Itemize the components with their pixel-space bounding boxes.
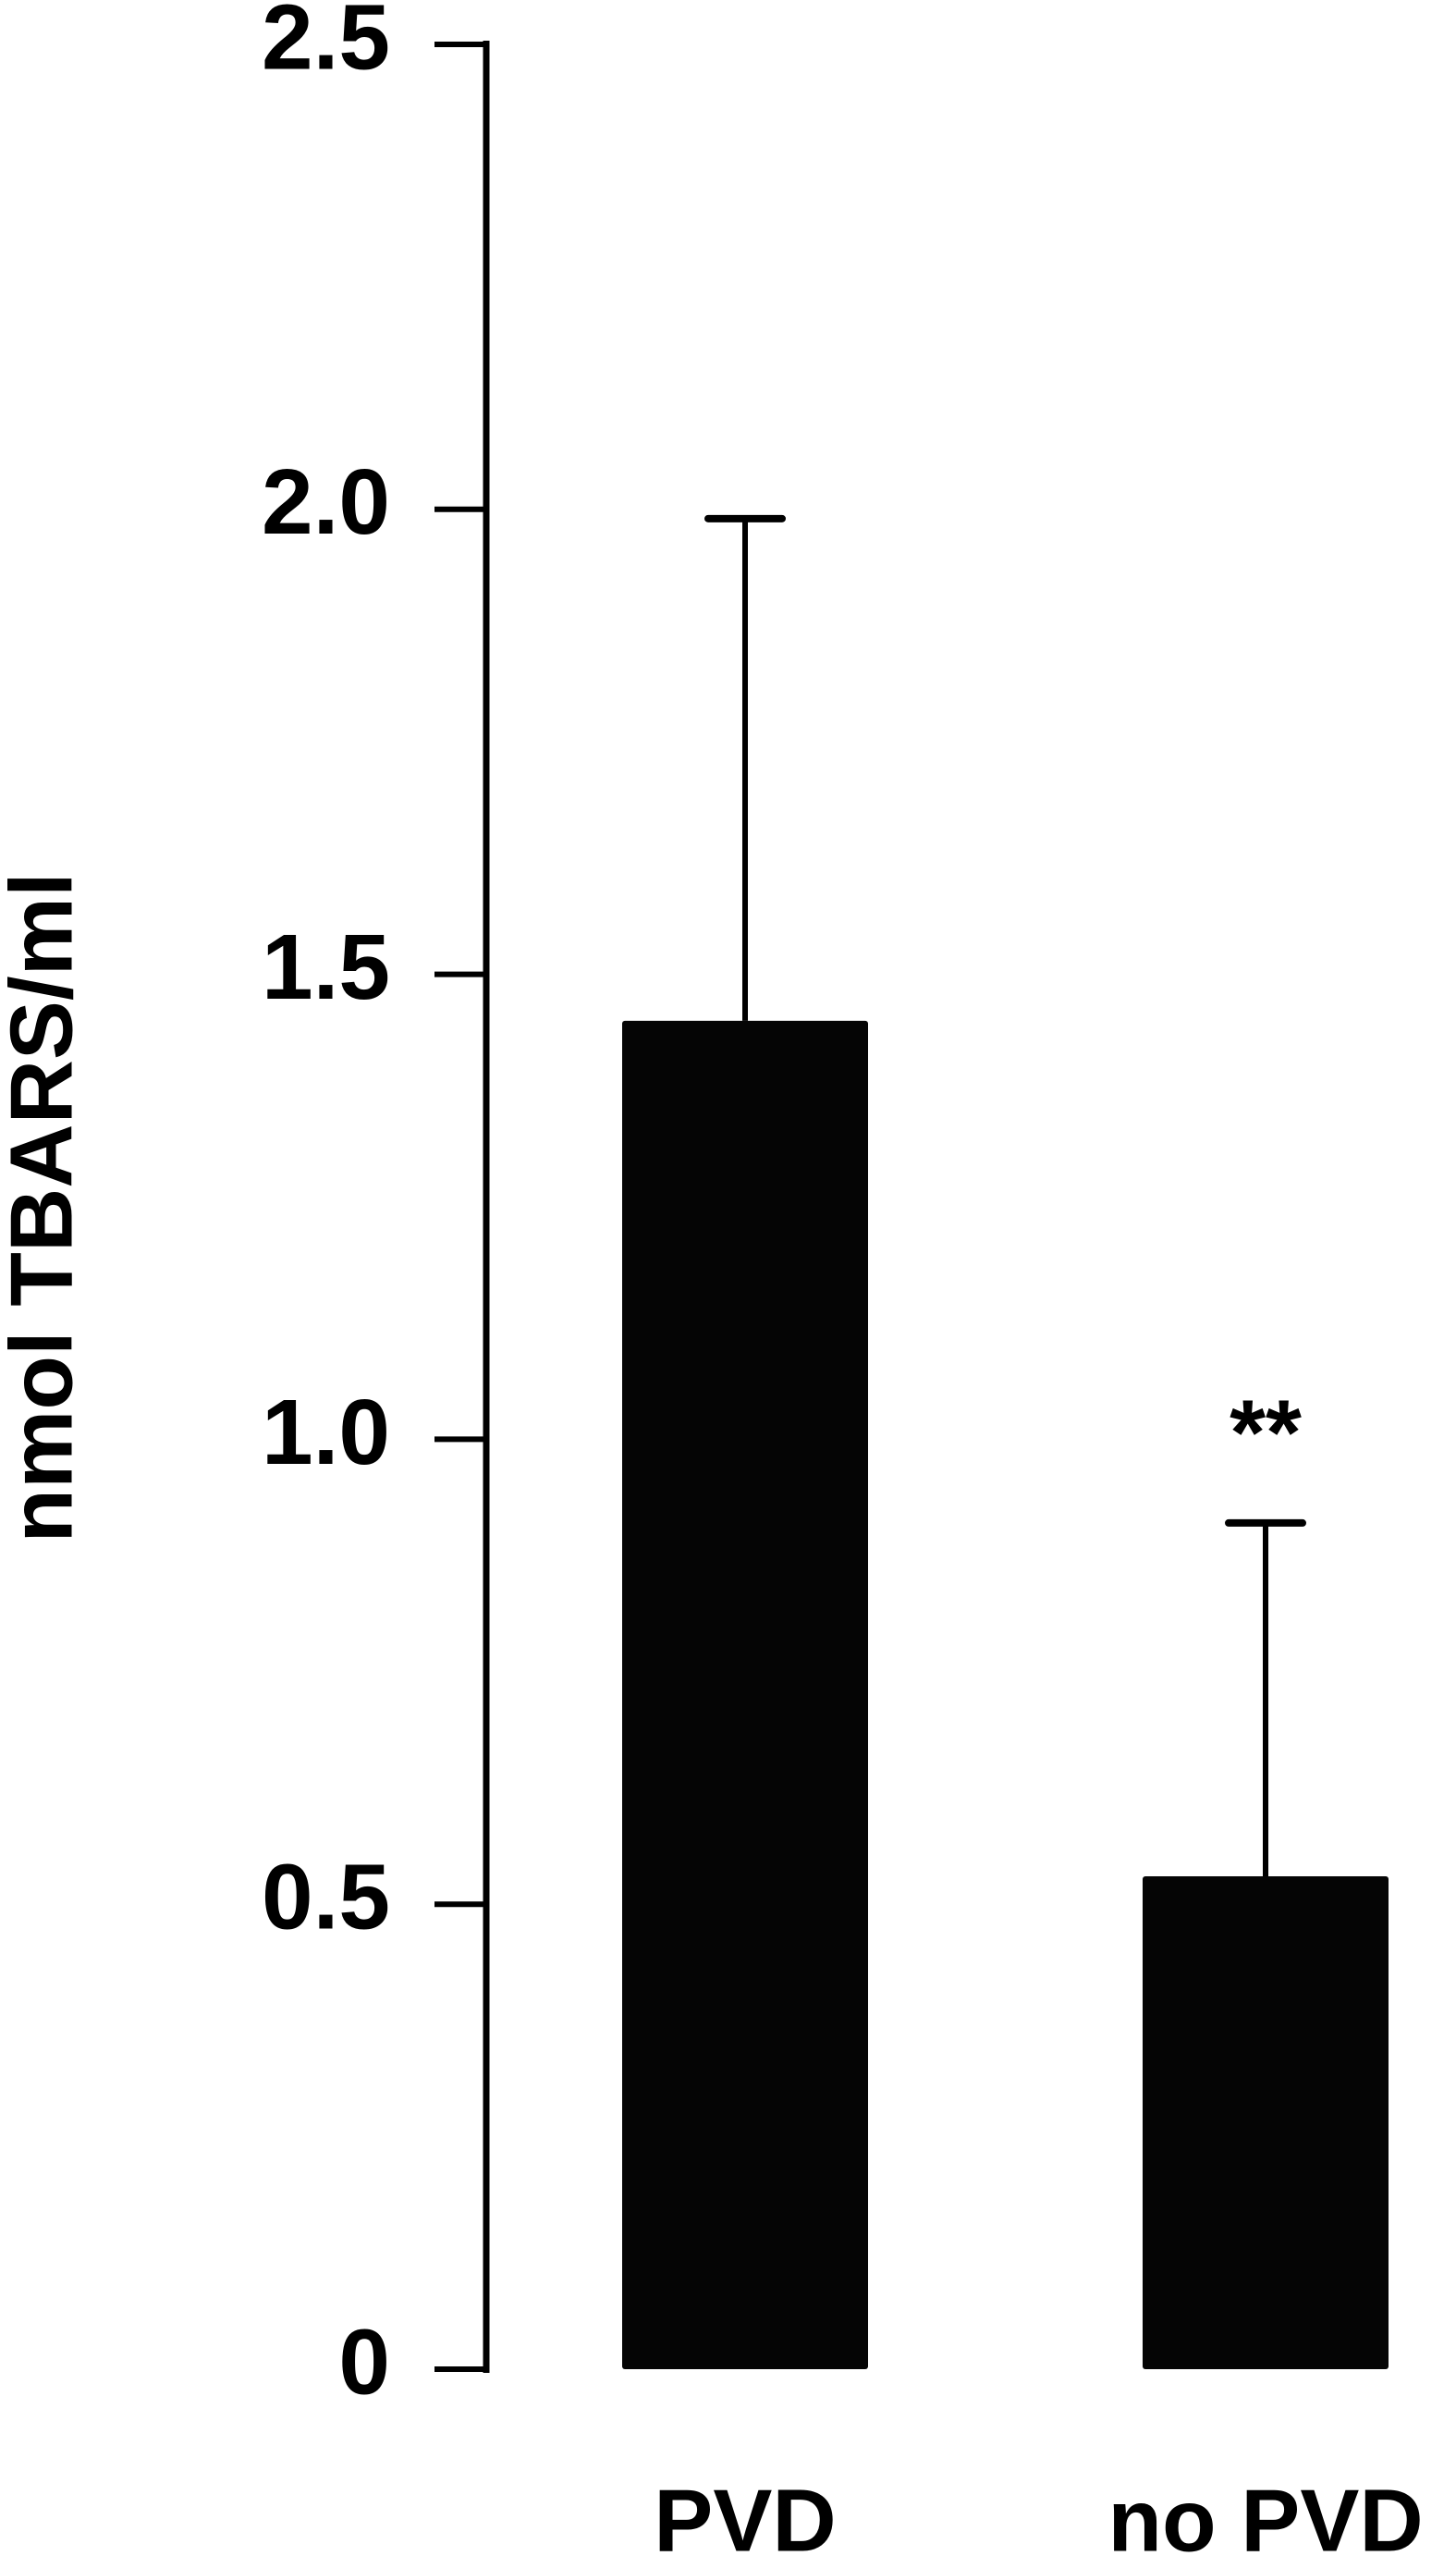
y-tick-label: 1.0 [262, 1381, 390, 1484]
y-tick-label: 0 [338, 2310, 390, 2414]
x-tick-label: no PVD [1107, 2471, 1423, 2568]
y-tick-label: 0.5 [262, 1846, 390, 1949]
y-tick-label: 2.0 [262, 450, 390, 554]
bar [1143, 1876, 1389, 2369]
y-axis-label: nmol TBARS/ml [0, 872, 91, 1542]
y-tick-label: 1.5 [262, 915, 390, 1019]
significance-annotation: ** [1230, 1381, 1302, 1484]
bar [622, 1020, 868, 2369]
y-tick-label: 2.5 [262, 0, 390, 89]
x-tick-label: PVD [654, 2471, 836, 2568]
